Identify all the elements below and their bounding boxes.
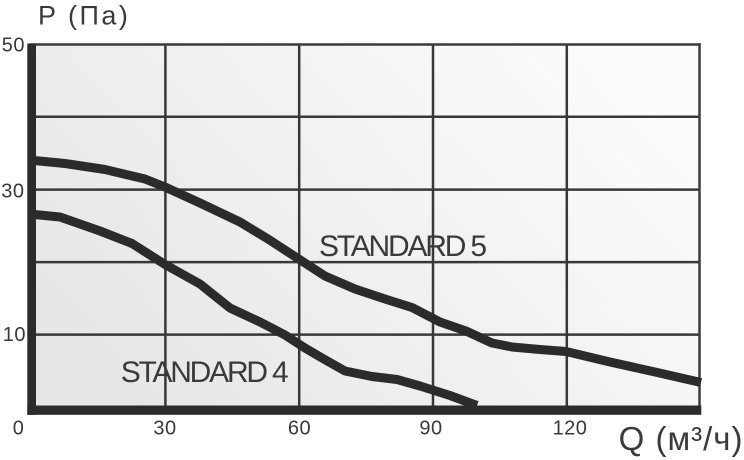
svg-text:50: 50 <box>2 35 25 57</box>
svg-text:0: 0 <box>13 418 25 440</box>
svg-text:STANDARD 4: STANDARD 4 <box>121 356 288 389</box>
svg-text:Q (м³/ч): Q (м³/ч) <box>619 420 744 457</box>
svg-text:STANDARD 5: STANDARD 5 <box>319 230 486 263</box>
svg-text:60: 60 <box>288 418 311 440</box>
svg-text:90: 90 <box>419 418 442 440</box>
svg-text:30: 30 <box>1 181 24 203</box>
svg-text:120: 120 <box>553 418 588 440</box>
svg-text:30: 30 <box>153 418 176 440</box>
svg-text:10: 10 <box>3 324 26 346</box>
svg-text:P (Па): P (Па) <box>38 1 130 31</box>
